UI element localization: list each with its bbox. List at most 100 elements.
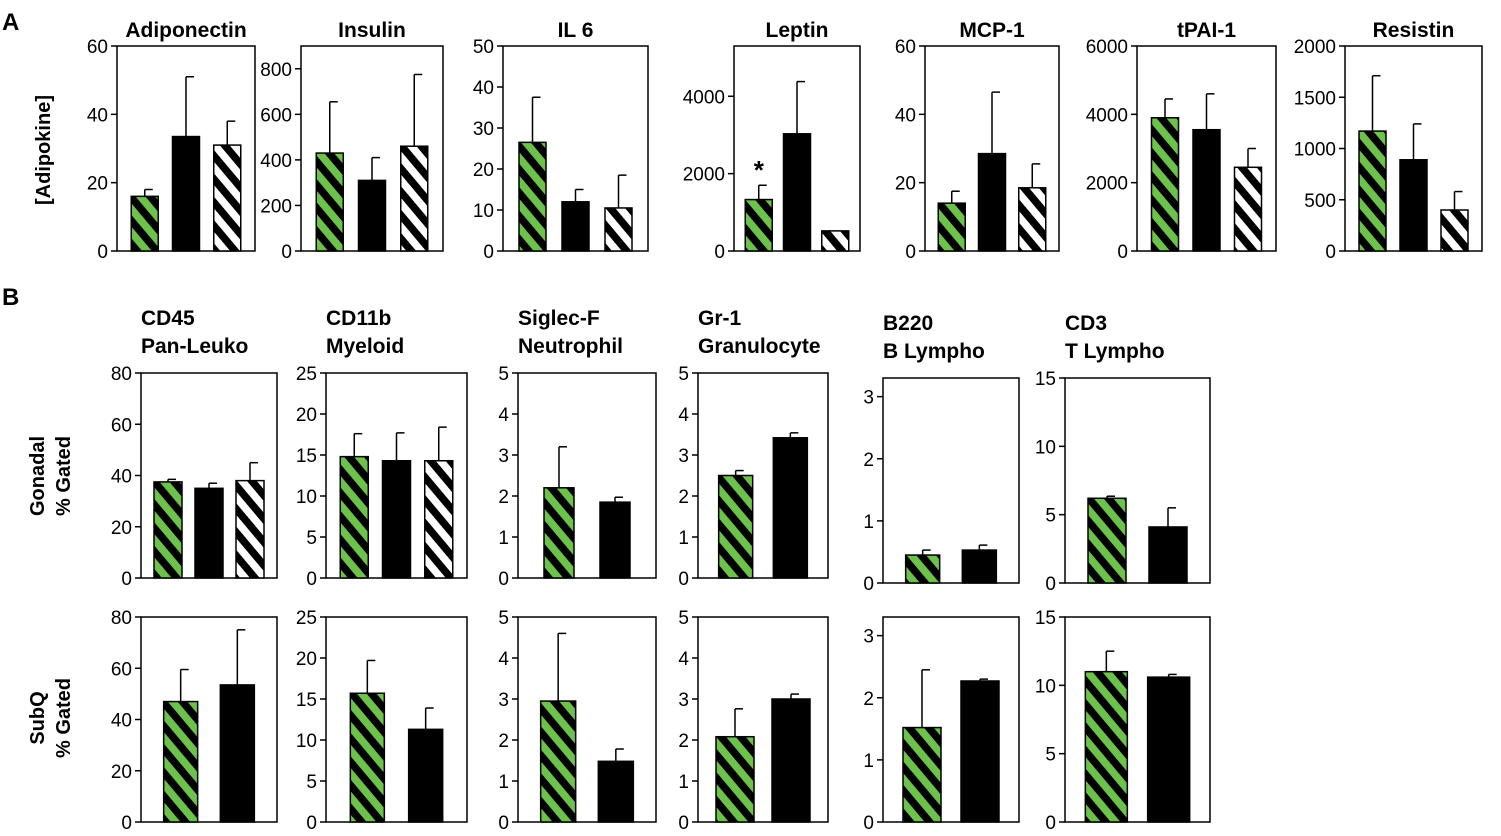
bar: [1399, 159, 1428, 252]
y-tick-label: 2000: [1294, 37, 1336, 58]
chart-subtitle: Pan-Leuko: [141, 335, 248, 358]
y-tick-label: 20: [296, 649, 317, 670]
bar: [1440, 209, 1469, 252]
chart-title: CD45: [141, 307, 195, 330]
y-tick-label: 5: [306, 772, 317, 793]
bar: [961, 549, 998, 584]
bar: [162, 700, 199, 823]
chart-subtitle: Neutrophil: [518, 335, 623, 358]
y-tick-label: 3: [678, 690, 689, 711]
chart-gr1-gonadal: 0 1 2 3 4 5 Gr-1 Granulocyte: [678, 307, 829, 590]
y-tick-label: 2: [678, 731, 689, 752]
y-tick-label: 2: [498, 731, 509, 752]
bar: [1192, 128, 1221, 252]
chart-siglecf-gonadal: 0 1 2 3 4 5 Siglec-F Neutrophil: [498, 307, 657, 590]
bar: [715, 735, 755, 823]
y-tick-label: 3: [863, 627, 874, 648]
chart-subtitle: Granulocyte: [698, 335, 821, 358]
y-tick-label: 0: [498, 813, 509, 834]
bar: [381, 459, 412, 579]
plot-frame: [882, 616, 1020, 823]
bar: [400, 145, 429, 252]
y-tick-label: 10: [1035, 437, 1056, 458]
chart-subtitle: T Lympho: [1065, 340, 1165, 363]
y-tick-label: 400: [260, 151, 292, 172]
y-tick-label: 40: [87, 105, 108, 126]
bar: [1146, 676, 1191, 823]
y-tick-label: 5: [678, 364, 689, 385]
y-tick-label: 10: [473, 201, 494, 222]
y-tick-label: 20: [111, 518, 132, 539]
y-tick-label: 0: [678, 569, 689, 590]
y-tick-label: 60: [111, 659, 132, 680]
y-tick-label: 20: [87, 174, 108, 195]
y-tick-label: 25: [296, 608, 317, 629]
y-tick-label: 2: [863, 450, 874, 471]
bar: [717, 474, 754, 579]
chart-b220-gonadal: 0 1 2 3 B220 B Lympho: [863, 312, 1020, 595]
y-tick-label: 15: [1035, 369, 1056, 390]
plot-frame: [325, 616, 468, 823]
y-tick-label: 50: [473, 37, 494, 58]
plot-frame: [882, 377, 1020, 584]
y-tick-label: 10: [1035, 676, 1056, 697]
y-tick-label: 1: [863, 751, 874, 772]
y-tick-label: 5: [498, 364, 509, 385]
bar: [1150, 117, 1180, 252]
chart-tpai1: 0 2000 4000 6000 tPAI-1: [1086, 19, 1277, 263]
chart-insulin: 0 200 400 600 800 Insulin: [260, 19, 444, 263]
bar: [539, 700, 577, 823]
y-tick-label: 0: [121, 569, 132, 590]
bar: [1148, 526, 1188, 584]
bar: [902, 726, 942, 823]
y-tick-label: 1: [863, 512, 874, 533]
y-tick-label: 0: [1325, 242, 1336, 263]
y-tick-label: 500: [1304, 191, 1336, 212]
panel-label-a: A: [2, 9, 19, 36]
chart-title: Insulin: [338, 19, 406, 42]
bar: [213, 144, 242, 252]
chart-cd11b-gonadal: 0 5 10 15 20 25 CD11b Myeloid: [296, 307, 468, 590]
bar: [1358, 130, 1387, 252]
y-tick-label: 1: [498, 528, 509, 549]
y-label-subq-line1: SubQ: [27, 691, 49, 744]
bar: [771, 698, 811, 823]
chart-resistin: 0 500 1000 1500 2000 Resistin: [1294, 19, 1483, 263]
bar: [1084, 670, 1129, 823]
chart-mcp1: 0 20 40 60 MCP-1: [895, 19, 1060, 263]
y-tick-label: 0: [905, 242, 916, 263]
panel-label-b: B: [2, 284, 19, 311]
y-tick-label: 30: [473, 119, 494, 140]
y-tick-label: 0: [863, 574, 874, 595]
bar: [782, 133, 812, 252]
y-tick-label: 0: [306, 569, 317, 590]
bar: [315, 152, 344, 252]
chart-cd3-gonadal: 0 5 10 15 CD3 T Lympho: [1035, 312, 1211, 595]
charts: 0204060Adiponectin0200400600800Insulin01…: [87, 19, 1483, 834]
y-tick-label: 20: [473, 160, 494, 181]
y-label-gonadal-line1: Gonadal: [27, 436, 49, 516]
chart-cd45-subq: 0 20 40 60 80: [111, 608, 278, 834]
chart-title: Gr-1: [698, 307, 742, 330]
y-tick-label: 6000: [1086, 37, 1128, 58]
plot-frame: [1064, 377, 1211, 584]
y-tick-label: 2: [863, 689, 874, 710]
chart-gr1-subq: 0 1 2 3 4 5: [678, 608, 829, 834]
bar: [604, 207, 633, 252]
bar: [599, 501, 631, 579]
y-tick-label: 0: [1045, 813, 1056, 834]
chart-title: B220: [883, 312, 933, 335]
y-tick-label: 10: [296, 731, 317, 752]
y-tick-label: 40: [473, 78, 494, 99]
chart-cd3-subq: 0 5 10 15: [1035, 608, 1211, 834]
chart-cd11b-subq: 0 5 10 15 20 25: [296, 608, 468, 834]
bar: [349, 692, 386, 823]
y-label-subq-line2: % Gated: [53, 678, 75, 758]
plot-frame: [1064, 616, 1211, 823]
y-tick-label: 600: [260, 105, 292, 126]
chart-leptin: 0 2000 4000 Leptin *: [683, 19, 861, 263]
bar: [235, 479, 265, 579]
plot-frame: [517, 616, 657, 823]
y-tick-label: 800: [260, 60, 292, 81]
bar: [1087, 497, 1127, 584]
